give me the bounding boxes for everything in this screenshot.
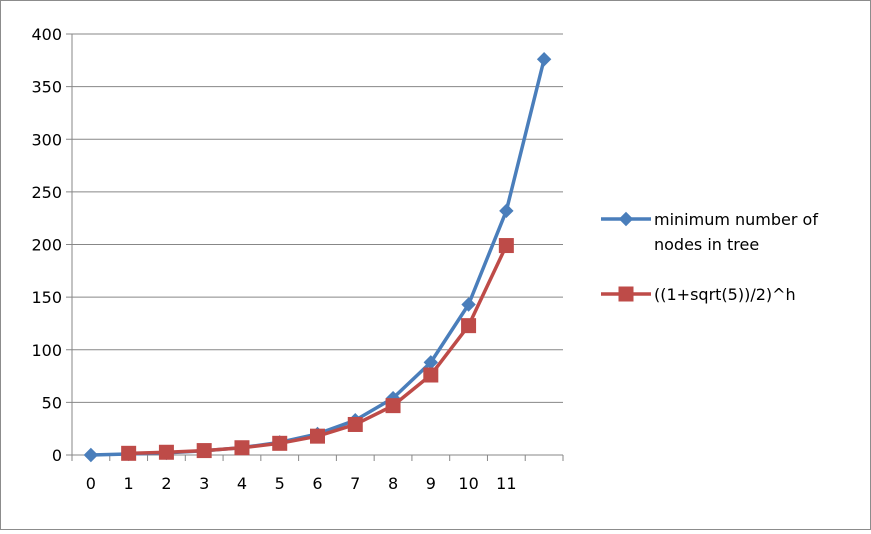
y-tick-label: 200 xyxy=(31,236,62,255)
y-tick-label: 300 xyxy=(31,130,62,149)
legend-label-line: ((1+sqrt(5))/2)^h xyxy=(654,285,796,304)
y-tick-label: 50 xyxy=(42,393,62,412)
legend-marker xyxy=(618,286,634,302)
data-point xyxy=(272,435,288,451)
data-point xyxy=(461,297,476,312)
legend-label: minimum number of nodes in tree xyxy=(654,210,818,254)
x-tick-label: 3 xyxy=(199,474,209,493)
axes: 0 50 100 150 200 250 300 350 400 0 1 2 3 4 5 6 7 8 9 10 11 xyxy=(31,25,564,493)
x-tick-label: 9 xyxy=(426,474,436,493)
legend-item: minimum number of nodes in tree xyxy=(601,210,818,254)
data-point xyxy=(310,428,325,444)
legend: minimum number of nodes in tree ((1+sqrt(5… xyxy=(601,210,818,304)
series-1 xyxy=(83,52,552,463)
data-point xyxy=(461,318,477,334)
y-tick-label: 250 xyxy=(31,183,62,202)
data-point xyxy=(423,367,439,383)
x-tick-label: 8 xyxy=(388,474,398,493)
legend-marker xyxy=(618,211,634,227)
y-tick-label: 400 xyxy=(31,25,62,44)
series-2 xyxy=(121,238,514,461)
data-point xyxy=(234,440,250,456)
legend-label-line: nodes in tree xyxy=(654,235,759,254)
gridlines xyxy=(72,33,563,403)
x-tick-label: 4 xyxy=(237,474,247,493)
data-point xyxy=(536,52,552,67)
series-line xyxy=(90,58,546,457)
y-tick-label: 150 xyxy=(31,288,62,307)
data-point xyxy=(121,445,137,461)
legend-label: ((1+sqrt(5))/2)^h xyxy=(654,285,796,304)
x-tick-label: 5 xyxy=(275,474,285,493)
data-point xyxy=(498,238,514,254)
x-tick-label: 6 xyxy=(312,474,322,493)
x-tick-label: 0 xyxy=(86,474,96,493)
series-layer xyxy=(83,52,552,463)
x-tick-label: 1 xyxy=(124,474,134,493)
data-point xyxy=(83,447,99,463)
x-tick-label: 2 xyxy=(161,474,171,493)
x-tick-label: 11 xyxy=(496,474,516,493)
data-point xyxy=(499,203,514,219)
data-point xyxy=(385,398,401,414)
x-tick-label: 10 xyxy=(458,474,478,493)
legend-label-line: minimum number of xyxy=(654,210,818,229)
y-tick-label: 0 xyxy=(52,446,62,465)
data-point xyxy=(196,443,212,459)
data-point xyxy=(347,416,363,432)
y-tick-label: 100 xyxy=(31,341,62,360)
legend-item: ((1+sqrt(5))/2)^h xyxy=(601,285,796,304)
y-tick-label: 350 xyxy=(31,78,62,97)
x-tick-label: 7 xyxy=(350,474,360,493)
data-point xyxy=(158,444,174,460)
